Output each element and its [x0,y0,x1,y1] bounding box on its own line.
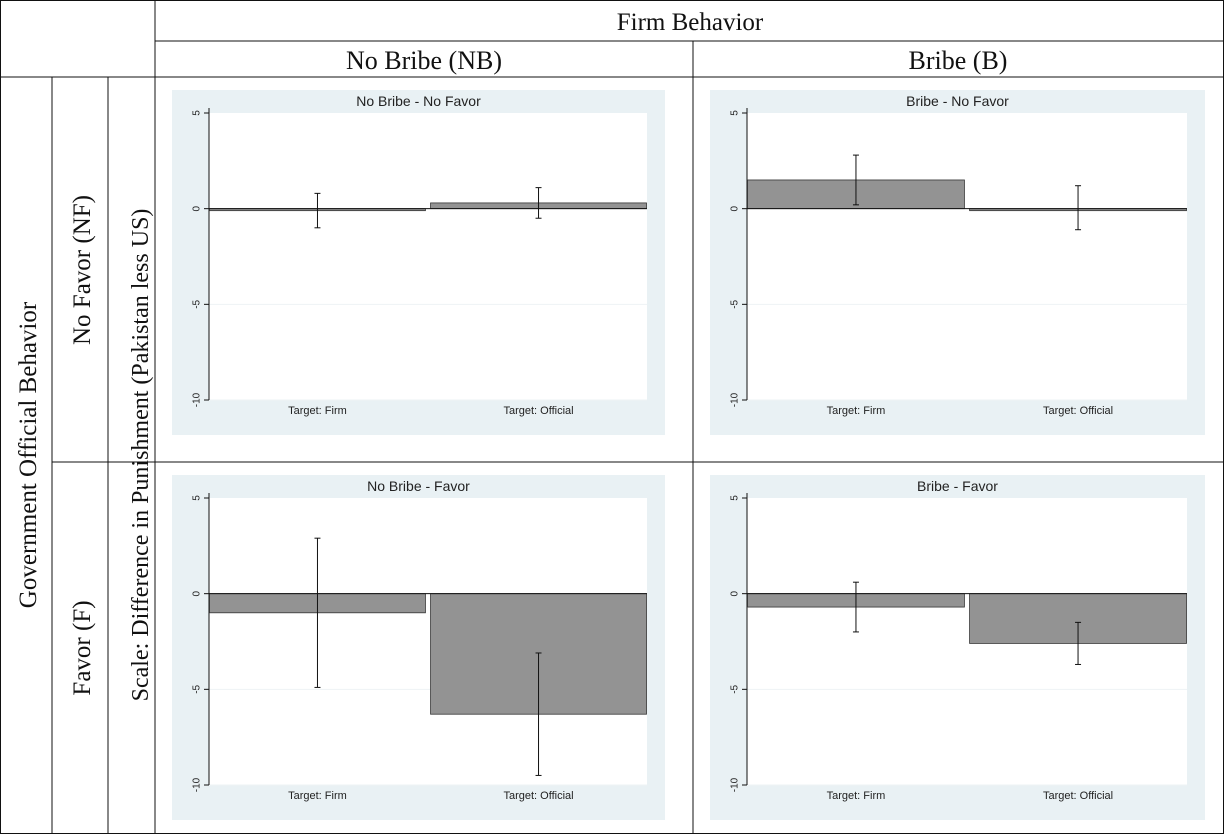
y-tick-label: 0 [730,205,741,211]
y-tick-label: 5 [730,110,741,116]
row-label-favor: Favor (F) [69,600,96,695]
column-group-label: Firm Behavior [617,9,764,36]
category-label: Target: Official [1043,405,1113,417]
y-tick-label: -10 [192,777,203,792]
y-tick-label: -10 [730,392,741,407]
panel-bribe-no-favor: 5 0 -5 -10 Bribe - No Favor Target: Firm Targe… [710,90,1205,435]
y-tick-label: 5 [730,495,741,501]
column-label-no-bribe: No Bribe (NB) [346,46,502,75]
row-label-no-favor: No Favor (NF) [69,195,96,345]
y-tick-label: -5 [730,684,741,693]
category-label: Target: Official [503,405,573,417]
y-tick-label: -5 [192,684,203,693]
y-tick-label: -5 [730,299,741,308]
panel-title: Bribe - No Favor [906,93,1009,109]
y-tick-label: 5 [192,110,203,116]
category-label: Target: Firm [827,790,886,802]
category-label: Target: Official [1043,790,1113,802]
row-group-label: Government Official Behavior [15,301,42,608]
plot-area [747,113,1187,400]
y-tick-label: 0 [730,590,741,596]
y-tick-label: -10 [730,777,741,792]
panel-title: No Bribe - Favor [367,478,470,494]
y-tick-label: 0 [192,590,203,596]
column-label-bribe: Bribe (B) [909,46,1008,75]
plot-area [209,113,647,400]
panel-no-bribe-favor: 5 0 -5 -10 No Bribe - Favor Target: Firm Targe… [172,475,665,820]
category-label: Target: Firm [288,790,347,802]
y-tick-label: -5 [192,299,203,308]
panel-title: Bribe - Favor [917,478,998,494]
panel-title: No Bribe - No Favor [356,93,481,109]
scale-label: Scale: Difference in Punishment (Pakista… [128,209,154,702]
panel-no-bribe-no-favor: 5 0 -5 -10 No Bribe - No Favor Target: Firm Ta… [172,90,665,435]
y-tick-label: -10 [192,392,203,407]
category-label: Target: Firm [288,405,347,417]
category-label: Target: Official [503,790,573,802]
category-label: Target: Firm [827,405,886,417]
y-tick-label: 5 [192,495,203,501]
panel-bribe-favor: 5 0 -5 -10 Bribe - Favor Target: Firm Target: … [710,475,1205,820]
y-tick-label: 0 [192,205,203,211]
